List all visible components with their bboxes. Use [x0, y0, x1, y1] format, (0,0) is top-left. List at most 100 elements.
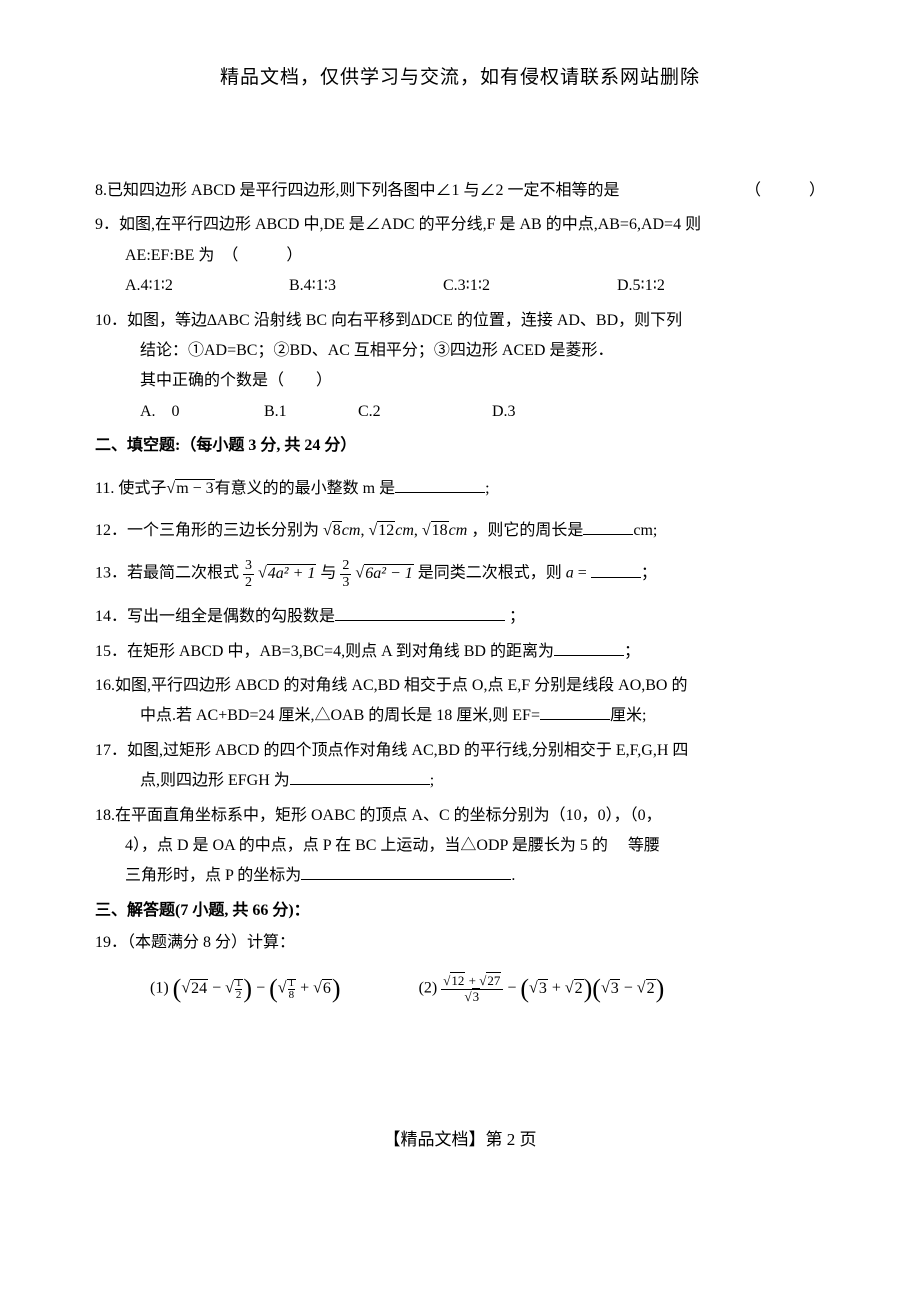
q11-tail: ; — [485, 480, 489, 497]
q12-mid: ，则它的周长是 — [471, 522, 583, 539]
section-2-title: 二、填空题:（每小题 3 分, 共 24 分） — [95, 431, 825, 461]
question-9: 9．如图,在平行四边形 ABCD 中,DE 是∠ADC 的平分线,F 是 AB … — [95, 210, 825, 301]
q18-line1: 18.在平面直角坐标系中，矩形 OABC 的顶点 A、C 的坐标分别为（10，0… — [95, 801, 825, 831]
q10-opt-b: B.1 — [264, 397, 354, 427]
q11-radical: √m − 3 — [166, 479, 214, 497]
question-19: 19．（本题满分 8 分）计算： (1) (√24 − √12) − (√18 … — [95, 928, 825, 1014]
q12-blank — [583, 519, 633, 535]
q12-tail: cm; — [633, 522, 657, 539]
q17-line2-pre: 点,则四边形 EFGH 为 — [140, 772, 290, 789]
q14-pre: 14．写出一组全是偶数的勾股数是 — [95, 608, 335, 625]
q19-part2: (2) √12 + √27 √3 − (√3 + √2)(√3 − √2) — [419, 964, 665, 1013]
q15-blank — [554, 640, 624, 656]
q10-line2: 结论：①AD=BC；②BD、AC 互相平分；③四边形 ACED 是菱形． — [95, 336, 825, 366]
q19-p2-sqrt3b: √3 — [601, 979, 620, 997]
rparen4-icon: ) — [656, 974, 665, 1003]
q13-frac2: 23 — [340, 558, 351, 590]
q10-opt-a: A. 0 — [140, 397, 260, 427]
lparen4-icon: ( — [592, 974, 601, 1003]
q19-p2-sqrt2b: √2 — [637, 979, 656, 997]
question-17: 17．如图,过矩形 ABCD 的四个顶点作对角线 AC,BD 的平行线,分别相交… — [95, 736, 825, 797]
question-13: 13．若最简二次根式 32 √4a² + 1 与 23 √6a² − 1 是同类… — [95, 558, 825, 590]
rparen2-icon: ) — [332, 974, 341, 1003]
q15-pre: 15．在矩形 ABCD 中，AB=3,BC=4,则点 A 到对角线 BD 的距离… — [95, 643, 554, 660]
q19-title: 19．（本题满分 8 分）计算： — [95, 928, 825, 958]
q9-line1: 9．如图,在平行四边形 ABCD 中,DE 是∠ADC 的平分线,F 是 AB … — [95, 210, 825, 240]
q13-mid2: 是同类二次根式，则 — [418, 565, 566, 582]
q19-p2-label: (2) — [419, 980, 438, 997]
q18-blank — [301, 864, 511, 880]
q8-answer-paren: （ ） — [745, 176, 825, 206]
q17-line2: 点,则四边形 EFGH 为; — [95, 766, 825, 796]
q10-options: A. 0 B.1 C.2 D.3 — [95, 397, 825, 427]
q16-line1: 16.如图,平行四边形 ABCD 的对角线 AC,BD 相交于点 O,点 E,F… — [95, 671, 825, 701]
lparen3-icon: ( — [520, 974, 529, 1003]
q10-opt-c: C.2 — [358, 397, 488, 427]
q10-line3: 其中正确的个数是（ ） — [95, 366, 825, 396]
q11-post: 有意义的的最小整数 m 是 — [215, 480, 395, 497]
q9-opt-d: D.5∶1∶2 — [617, 271, 665, 301]
page-footer: 【精品文档】第 2 页 — [95, 1124, 825, 1156]
q9-opt-a: A.4∶1∶2 — [125, 271, 285, 301]
q18-line3: 三角形时，点 P 的坐标为 — [125, 867, 301, 884]
q17-blank — [290, 769, 430, 785]
q14-blank — [335, 605, 505, 621]
q13-r2: √6a² − 1 — [355, 564, 413, 582]
q12-r2: √12 — [368, 521, 395, 539]
q19-p1-sqrt-half: √12 — [225, 979, 243, 997]
q10-line1: 10．如图，等边∆ABC 沿射线 BC 向右平移到∆DCE 的位置，连接 AD、… — [95, 306, 825, 336]
q13-r1: √4a² + 1 — [258, 564, 316, 582]
q15-tail: ； — [624, 643, 640, 660]
q19-part1: (1) (√24 − √12) − (√18 + √6) — [150, 964, 341, 1013]
q11-radicand: m − 3 — [175, 479, 214, 497]
q13-mid1: 与 — [320, 565, 340, 582]
q10-opt-d: D.3 — [492, 403, 516, 420]
q13-eq: = — [574, 565, 591, 582]
q13-frac1: 32 — [243, 558, 254, 590]
question-14: 14．写出一组全是偶数的勾股数是 ； — [95, 602, 825, 632]
q9-line2: AE:EF:BE 为 （ ） — [95, 241, 825, 271]
question-15: 15．在矩形 ABCD 中，AB=3,BC=4,则点 A 到对角线 BD 的距离… — [95, 637, 825, 667]
q18-tail: . — [511, 867, 515, 884]
q19-expressions: (1) (√24 − √12) − (√18 + √6) (2) √12 + √… — [95, 964, 825, 1013]
q8-text: 8.已知四边形 ABCD 是平行四边形,则下列各图中∠1 与∠2 一定不相等的是 — [95, 182, 619, 199]
section-3-title: 三、解答题(7 小题, 共 66 分)： — [95, 896, 825, 926]
q19-p1-sqrt24: √24 — [181, 979, 208, 997]
q19-p2-frac: √12 + √27 √3 — [441, 974, 503, 1004]
q13-tail: ； — [641, 565, 657, 582]
q18-line3-wrap: 三角形时，点 P 的坐标为. — [95, 861, 825, 891]
q19-p1-label: (1) — [150, 980, 169, 997]
q9-opt-b: B.4∶1∶3 — [289, 271, 439, 301]
q19-p1-sqrt-eighth: √18 — [278, 979, 296, 997]
q11-pre: 11. 使式子 — [95, 480, 166, 497]
question-18: 18.在平面直角坐标系中，矩形 OABC 的顶点 A、C 的坐标分别为（10，0… — [95, 801, 825, 892]
q14-tail: ； — [509, 608, 525, 625]
rparen3-icon: ) — [584, 974, 593, 1003]
question-10: 10．如图，等边∆ABC 沿射线 BC 向右平移到∆DCE 的位置，连接 AD、… — [95, 306, 825, 428]
question-12: 12．一个三角形的三边长分别为 √8cm, √12cm, √18cm ，则它的周… — [95, 516, 825, 546]
q16-line2-tail: 厘米; — [610, 707, 646, 724]
q13-blank — [591, 562, 641, 578]
q13-pre: 13．若最简二次根式 — [95, 565, 239, 582]
q9-options: A.4∶1∶2 B.4∶1∶3 C.3∶1∶2 D.5∶1∶2 — [95, 271, 825, 301]
q12-r3: √18 — [422, 521, 449, 539]
q12-r1: √8 — [323, 521, 342, 539]
question-16: 16.如图,平行四边形 ABCD 的对角线 AC,BD 相交于点 O,点 E,F… — [95, 671, 825, 732]
question-11: 11. 使式子√m − 3有意义的的最小整数 m 是; — [95, 474, 825, 504]
q19-p2-sqrt2a: √2 — [565, 979, 584, 997]
q19-p1-sqrt6: √6 — [313, 979, 332, 997]
q18-line2: 4），点 D 是 OA 的中点，点 P 在 BC 上运动，当△ODP 是腰长为 … — [95, 831, 825, 861]
q16-blank — [540, 704, 610, 720]
question-8: 8.已知四边形 ABCD 是平行四边形,则下列各图中∠1 与∠2 一定不相等的是… — [95, 176, 825, 206]
q12-u3: cm — [449, 522, 468, 539]
q17-line2-tail: ; — [430, 772, 434, 789]
lparen2-icon: ( — [269, 974, 278, 1003]
q11-blank — [395, 477, 485, 493]
q9-opt-c: C.3∶1∶2 — [443, 271, 613, 301]
page-header: 精品文档，仅供学习与交流，如有侵权请联系网站删除 — [95, 60, 825, 96]
q17-line1: 17．如图,过矩形 ABCD 的四个顶点作对角线 AC,BD 的平行线,分别相交… — [95, 736, 825, 766]
q16-line2: 中点.若 AC+BD=24 厘米,△OAB 的周长是 18 厘米,则 EF= 厘米… — [95, 701, 825, 731]
q12-u2: cm — [395, 522, 414, 539]
q16-line2-pre: 中点.若 AC+BD=24 厘米,△OAB 的周长是 18 厘米,则 EF= — [140, 707, 540, 724]
q19-p2-sqrt3a: √3 — [529, 979, 548, 997]
